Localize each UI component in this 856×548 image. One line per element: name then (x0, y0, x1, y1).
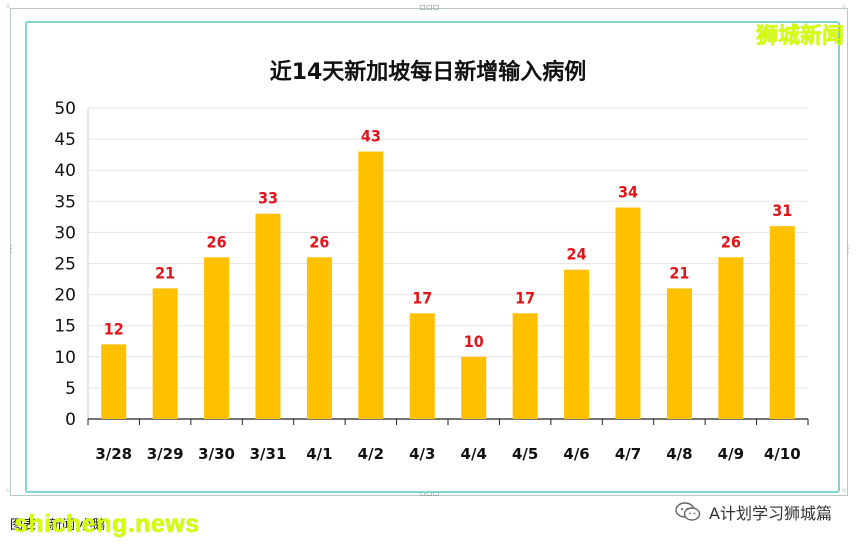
y-tick-label: 10 (54, 348, 76, 368)
x-tick-label: 4/5 (512, 445, 538, 463)
x-tick-label: 4/7 (615, 445, 641, 463)
data-label: 21 (155, 263, 175, 282)
data-label: 17 (515, 288, 535, 307)
y-tick-label: 0 (65, 410, 76, 430)
resize-handle-corner-tr[interactable]: ◦ (841, 2, 847, 13)
x-tick-label: 4/9 (718, 445, 744, 463)
bar (358, 151, 384, 420)
resize-handle-corner-tl[interactable]: ◦ (5, 2, 11, 13)
y-tick-label: 25 (54, 255, 76, 275)
data-label: 26 (207, 232, 227, 251)
brand-watermark: 狮城新闻 (755, 24, 844, 49)
bar (461, 356, 487, 419)
resize-handle-right[interactable]: ⋮ (843, 244, 853, 255)
resize-handle-top[interactable]: ▫▫▫ (419, 2, 440, 13)
data-label: 43 (361, 127, 381, 146)
x-tick-label: 4/8 (666, 445, 692, 463)
bar (666, 288, 692, 419)
resize-handle-left[interactable]: ⋮ (6, 244, 16, 255)
x-tick-label: 4/4 (461, 445, 487, 463)
data-label: 21 (669, 263, 689, 282)
y-tick-label: 30 (54, 223, 76, 243)
data-label: 24 (567, 245, 587, 264)
data-label: 12 (104, 319, 124, 338)
bar (101, 344, 127, 419)
wechat-account-name: A计划学习狮城篇 (709, 504, 832, 523)
bar (769, 226, 795, 419)
x-tick-label: 4/3 (409, 445, 435, 463)
resize-handle-bottom[interactable]: ▫▫▫ (419, 488, 440, 499)
bar (615, 207, 641, 419)
x-tick-label: 3/29 (147, 445, 184, 463)
y-tick-label: 45 (54, 130, 76, 150)
y-tick-label: 20 (54, 286, 76, 306)
wechat-account: A计划学习狮城篇 (675, 500, 832, 524)
data-label: 33 (258, 189, 278, 208)
x-tick-label: 4/10 (764, 445, 801, 463)
x-tick-label: 4/2 (358, 445, 384, 463)
bar (409, 313, 435, 419)
data-label: 10 (464, 332, 484, 351)
x-tick-label: 3/31 (250, 445, 287, 463)
y-tick-label: 15 (54, 317, 76, 337)
data-label: 26 (309, 232, 329, 251)
y-tick-label: 35 (54, 192, 76, 212)
bar (204, 257, 230, 419)
x-tick-label: 3/30 (198, 445, 235, 463)
y-tick-label: 50 (54, 99, 76, 119)
data-label: 26 (721, 232, 741, 251)
bar (564, 269, 590, 419)
x-tick-label: 3/28 (95, 445, 132, 463)
resize-handle-corner-bl[interactable]: ◦ (5, 486, 11, 497)
bar (255, 213, 281, 419)
y-tick-label: 5 (65, 379, 76, 399)
chart-credit: 图表：新闻·小鹅 (10, 518, 106, 533)
data-label: 17 (412, 288, 432, 307)
chart-title: 近14天新加坡每日新增输入病例 (269, 60, 587, 85)
x-tick-label: 4/6 (563, 445, 589, 463)
data-label: 34 (618, 183, 638, 202)
x-tick-label: 4/1 (306, 445, 332, 463)
y-tick-label: 40 (54, 161, 76, 181)
bar (512, 313, 538, 419)
data-label: 31 (772, 201, 792, 220)
wechat-icon (675, 502, 701, 522)
bar (152, 288, 178, 419)
resize-handle-corner-br[interactable]: ◦ (841, 486, 847, 497)
bar (306, 257, 332, 419)
bar (718, 257, 744, 419)
site-watermark: shicheng.news (14, 510, 200, 538)
